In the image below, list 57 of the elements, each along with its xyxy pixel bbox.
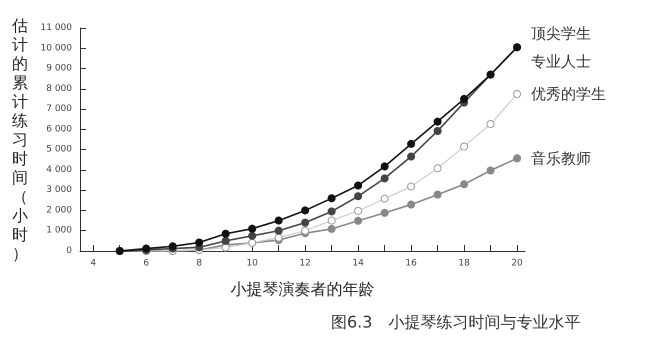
point [407, 200, 416, 209]
y-tick-label: 6 000 [46, 124, 72, 134]
point [301, 218, 310, 227]
point [301, 206, 310, 214]
x-tick-label: 4 [90, 258, 96, 268]
y-tick-label: 11 000 [40, 23, 72, 33]
point [434, 190, 442, 199]
point [486, 166, 495, 175]
point [328, 207, 336, 216]
point [354, 192, 362, 200]
point [168, 242, 177, 250]
point [380, 162, 389, 170]
y-tick-label: 9 000 [46, 64, 72, 74]
y-tick-label: 2 000 [46, 205, 72, 216]
series-label: 顶尖学生 [531, 24, 592, 42]
x-tick-label: 16 [405, 258, 418, 268]
point [328, 224, 336, 233]
x-tick-label: 8 [196, 258, 202, 268]
point [407, 152, 416, 161]
y-tick-label: 1 000 [46, 226, 72, 236]
point [354, 216, 362, 225]
point [513, 154, 522, 162]
point [460, 94, 468, 103]
x-tick-label: 10 [246, 258, 258, 268]
point [274, 216, 283, 225]
x-axis-title: 小提琴演奏者的年龄 [230, 280, 374, 298]
x-tick-label: 12 [299, 258, 311, 268]
point [248, 224, 256, 233]
point [380, 208, 389, 217]
y-tick-label: 5 000 [46, 144, 72, 155]
y-tick-label: 7 000 [46, 104, 72, 114]
y-tick-label: 0 [66, 246, 72, 256]
x-tick-label: 6 [143, 258, 150, 268]
point [274, 226, 283, 235]
series-label: 专业人士 [531, 52, 592, 70]
y-tick-label: 4 000 [46, 164, 72, 175]
point [222, 230, 230, 238]
point [222, 236, 230, 245]
y-tick-label: 3 000 [46, 185, 72, 196]
x-tick-label: 14 [352, 258, 364, 268]
point [354, 182, 362, 190]
x-tick-label: 20 [511, 258, 524, 268]
x-tick-label: 18 [458, 258, 470, 268]
point [434, 126, 442, 135]
text: 图6.3 小提琴练习时间与专业水平 [331, 312, 580, 332]
point [407, 140, 416, 148]
y-tick-label: 8 000 [46, 84, 72, 94]
point [460, 180, 468, 188]
point [328, 194, 336, 202]
series-label: 优秀的学生 [531, 85, 606, 104]
point [434, 118, 442, 126]
text: 估计的累计练习时间（小时） [12, 16, 28, 263]
point [380, 174, 389, 182]
y-tick-label: 10 000 [40, 43, 72, 54]
series-label: 音乐教师 [531, 149, 592, 168]
point [248, 232, 256, 240]
point [195, 238, 204, 246]
